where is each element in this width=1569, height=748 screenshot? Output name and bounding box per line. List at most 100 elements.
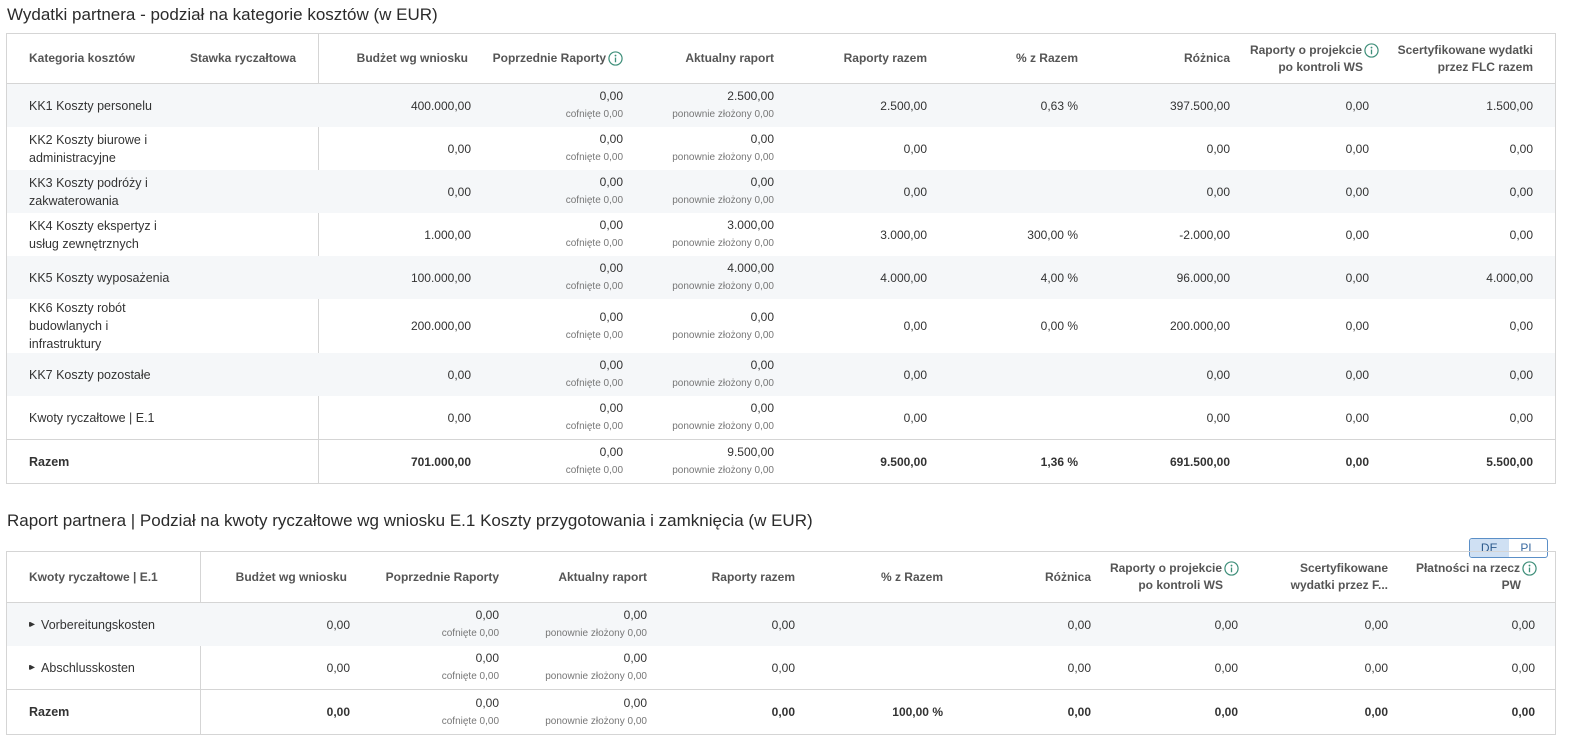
header-after-control[interactable]: Raporty o projekcie po kontroli WS [1233,34,1379,83]
table-row[interactable]: KK3 Koszty podróży i zakwaterowania 0,00 0,… [7,170,1555,213]
table-row[interactable]: Kwoty ryczałtowe | E.1 0,00 0,00 cofnięte 0… [7,396,1555,439]
header-difference[interactable]: Różnica [1183,51,1230,65]
category-name: KK7 Koszty pozostałe [29,353,194,396]
header-previous[interactable]: Poprzednie Raporty [385,569,499,584]
category-name-text: KK1 Koszty personelu [29,97,152,115]
info-icon[interactable] [1224,561,1239,576]
certified-value: 0,00 [1509,319,1533,333]
table-row[interactable]: KK5 Koszty wyposażenia 100.000,00 0,00 cofn… [7,256,1555,299]
header-payments-line2: PW [1501,578,1521,592]
language-toggle[interactable]: DE PL [1469,538,1548,558]
difference-value: 0,00 [1206,410,1230,425]
previous-reports: 0,00 cofnięte 0,00 [471,396,623,439]
percent-value [799,603,943,646]
header-current[interactable]: Aktualny raport [558,569,647,584]
category-name: Kwoty ryczałtowe | E.1 [29,396,194,439]
percent-value [932,127,1078,170]
header-certified-line1: Scertyfikowane wydatki [1397,42,1533,57]
previous-reports-value: 0,00 [475,608,499,622]
category-name-text: KK2 Koszty biurowe i administracyjne [29,131,147,167]
table-row[interactable]: KK1 Koszty personelu 400.000,00 0,00 cofnię… [7,84,1555,127]
header-certified[interactable]: Scertyfikowane wydatki przez F... [1243,552,1388,602]
current-report-value: 3.000,00 [727,218,774,232]
info-icon[interactable] [608,51,623,66]
percent-value: 0,00 % [1040,319,1078,333]
difference-value: 691.500,00 [1169,454,1230,469]
category-name-text: KK6 Koszty robót budowlanych i infrastrukt… [29,299,126,353]
info-icon[interactable] [1364,43,1379,58]
expand-arrow-icon[interactable]: ▸▸ [29,618,35,630]
header-lump-sum[interactable]: Kwoty ryczałtowe | E.1 [29,569,158,584]
expand-arrow-icon[interactable]: ▸▸ [29,661,35,673]
header-percent[interactable]: % z Razem [1015,51,1078,65]
header-percent[interactable]: % z Razem [880,569,943,584]
percent-value: 100,00 % [892,705,943,719]
previous-reports: 0,00 cofnięte 0,00 [471,127,623,170]
budget-value: 0,00 [447,184,471,199]
category-name-text: Kwoty ryczałtowe | E.1 [29,409,155,427]
category-name-line: KK5 Koszty wyposażenia [29,270,170,285]
table-total-row: Razem 701.000,00 0,00 cofnięte 0,00 9.500,00… [7,439,1555,483]
after-control-value: 0,00 [1345,227,1369,242]
current-report-subvalue: ponownie złożony 0,00 [672,109,774,120]
previous-reports: 0,00 cofnięte 0,00 [471,170,623,213]
after-control-value: 0,00 [1214,705,1238,719]
header-total-reports[interactable]: Raporty razem [711,569,795,584]
category-name-text: KK5 Koszty wyposażenia [29,269,169,287]
lump-sum-table: Kwoty ryczałtowe | E.1 Budżet wg wniosku… [6,551,1556,735]
current-report-subvalue: ponownie złożony 0,00 [672,329,774,341]
header-after-control[interactable]: Raporty o projekcie po kontroli WS [1094,552,1239,602]
current-report-value: 9.500,00 [727,445,774,459]
lump-sum-name[interactable]: ▸▸ Vorbereitungskosten [29,603,199,646]
table-row[interactable]: ▸▸ Abschlusskosten 0,00 0,00 cofnięte 0,00 0,… [7,646,1555,689]
budget-value: 1.000,00 [424,227,471,242]
previous-reports-subvalue: cofnięte 0,00 [565,281,623,292]
header-category[interactable]: Kategoria kosztów [29,51,136,65]
previous-reports: 0,00 cofnięte 0,00 [350,603,499,646]
table-row[interactable]: KK2 Koszty biurowe i administracyjne 0,00 0… [7,127,1555,170]
percent-value [799,646,943,689]
header-total-reports[interactable]: Raporty razem [843,51,927,65]
previous-reports-value: 0,00 [599,218,623,232]
total-reports-value: 3.000,00 [880,227,927,242]
category-name-text: KK4 Koszty ekspertyz i usług zewnętrznych [29,217,157,253]
table-row[interactable]: ▸▸ Vorbereitungskosten 0,00 0,00 cofnięte 0,… [7,603,1555,646]
lump-sum-name[interactable]: ▸▸ Abschlusskosten [29,646,199,689]
current-report-value: 2.500,00 [727,89,774,103]
category-name: KK1 Koszty personelu [29,84,194,127]
header-difference[interactable]: Różnica [1044,569,1091,584]
previous-reports: 0,00 cofnięte 0,00 [471,440,623,483]
current-report-value: 0,00 [623,608,647,622]
current-report: 0,00 ponownie złożony 0,00 [627,299,774,353]
after-control-value: 0,00 [1345,98,1369,113]
category-name: KK2 Koszty biurowe i administracyjne [29,127,194,170]
budget-value: 0,00 [326,705,350,719]
header-budget[interactable]: Budżet wg wniosku [356,51,468,65]
table-row[interactable]: KK4 Koszty ekspertyz i usług zewnętrznych… [7,213,1555,256]
header-current[interactable]: Aktualny raport [685,51,774,65]
category-name-text: KK7 Koszty pozostałe [29,366,151,384]
table-row[interactable]: KK6 Koszty robót budowlanych i infrastrukt… [7,299,1555,353]
total-reports-value: 0,00 [903,319,927,333]
info-icon[interactable] [1522,561,1537,576]
current-report-subvalue: ponownie złożony 0,00 [672,281,774,292]
after-control-value: 0,00 [1345,454,1369,469]
header-certified[interactable]: Scertyfikowane wydatki przez FLC razem [1383,34,1533,83]
previous-reports-subvalue: cofnięte 0,00 [441,671,499,682]
current-report-value: 4.000,00 [727,261,774,275]
after-control-value: 0,00 [1345,319,1369,333]
difference-value: 200.000,00 [1169,319,1230,333]
current-report-subvalue: ponownie złożony 0,00 [672,152,774,163]
total-label: Razem [29,454,70,469]
category-name-line: usług zewnętrznych [29,236,139,251]
current-report: 2.500,00 ponownie złożony 0,00 [627,84,774,127]
header-budget[interactable]: Budżet wg wniosku [235,569,347,584]
category-name-line: zakwaterowania [29,193,119,208]
header-flat-rate[interactable]: Stawka ryczałtowa [190,51,297,65]
table-row[interactable]: KK7 Koszty pozostałe 0,00 0,00 cofnięte 0,0… [7,353,1555,396]
header-previous[interactable]: Poprzednie Raporty [471,34,623,83]
previous-reports: 0,00 cofnięte 0,00 [471,213,623,256]
header-payments[interactable]: Płatności na rzecz PW [1392,552,1537,602]
current-report-value: 0,00 [623,651,647,665]
percent-value [932,353,1078,396]
